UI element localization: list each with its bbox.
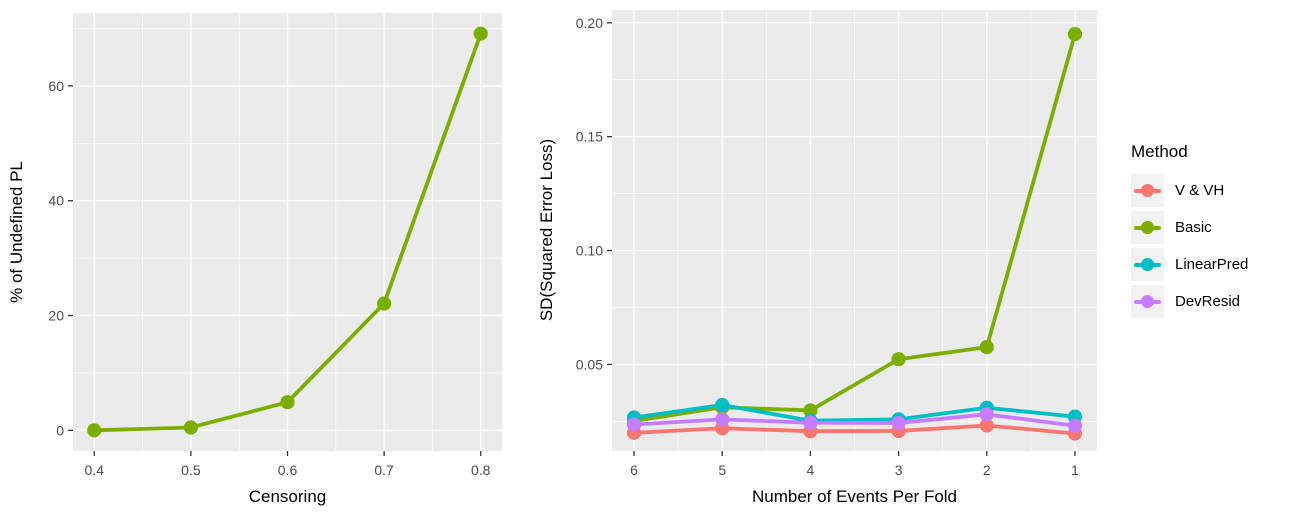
y-tick-label: 0.05 (576, 356, 603, 372)
y-tick-label: 0.20 (576, 15, 603, 31)
series-line-v-vh (633, 423, 1076, 436)
legend-item-linearpred: LinearPred (1131, 248, 1248, 281)
x-tick-label: 0.5 (181, 462, 201, 478)
legend-key-swatch-linearpred (1131, 248, 1164, 281)
legend-key-swatch-v-vh (1131, 174, 1164, 207)
data-point-devresid (891, 415, 906, 431)
x-tick-label: 0.7 (374, 462, 394, 478)
x-tick-label: 0.6 (278, 462, 298, 478)
data-point-basic (183, 420, 198, 435)
x-tick-label: 0.4 (85, 462, 105, 478)
legend-point-icon (1141, 295, 1154, 308)
x-axis-title-censoring: Censoring (248, 487, 327, 506)
data-point-devresid (626, 417, 642, 432)
data-point-linearpred (715, 397, 730, 413)
data-point-basic (1067, 27, 1083, 42)
legend: Method V & VH Basic LinearPred (1131, 142, 1248, 322)
legend-point-icon (1141, 184, 1154, 197)
series-line-linearpred (633, 403, 1076, 423)
data-point-devresid (803, 415, 818, 430)
legend-key-swatch-basic (1131, 211, 1164, 244)
x-axis-title-events-per-fold: Number of Events Per Fold (751, 487, 958, 506)
y-axis-title-sd-squared-error-loss: SD(Squared Error Loss) (537, 138, 556, 322)
x-tick-label: 5 (718, 462, 726, 478)
data-point-devresid (715, 412, 730, 427)
legend-item-basic: Basic (1131, 211, 1248, 244)
series-line-devresid (633, 412, 1076, 428)
legend-title: Method (1131, 142, 1188, 161)
data-point-basic (979, 340, 994, 355)
x-tick-label: 2 (983, 462, 991, 478)
x-tick-label: 3 (895, 462, 903, 478)
data-point-basic (87, 423, 102, 438)
data-point-basic (473, 26, 488, 41)
y-tick-label: 60 (48, 78, 64, 94)
legend-point-icon (1141, 258, 1154, 271)
y-axis-title-undefined-pl: % of Undefined PL (7, 161, 26, 303)
legend-item-label: Basic (1175, 219, 1212, 236)
x-tick-label: 1 (1071, 462, 1079, 478)
y-tick-label: 0.10 (576, 243, 603, 259)
y-tick-label: 40 (48, 193, 64, 209)
y-tick-label: 20 (48, 308, 64, 324)
data-point-basic (891, 352, 906, 367)
x-tick-label: 6 (630, 462, 638, 478)
legend-item-v-vh: V & VH (1131, 174, 1248, 207)
data-point-basic (280, 395, 295, 410)
y-tick-label: 0.15 (576, 129, 603, 145)
legend-key-swatch-devresid (1131, 285, 1164, 318)
x-tick-label: 4 (807, 462, 815, 478)
y-tick-label: 0 (56, 422, 64, 438)
legend-item-label: LinearPred (1175, 256, 1249, 273)
series-line-basic (633, 33, 1077, 423)
x-tick-label: 0.8 (471, 462, 491, 478)
legend-item-label: DevResid (1175, 293, 1241, 310)
legend-point-icon (1141, 221, 1154, 234)
data-point-devresid (979, 407, 994, 422)
data-point-basic (803, 403, 818, 418)
data-point-basic (377, 296, 392, 311)
legend-item-devresid: DevResid (1131, 285, 1248, 318)
legend-item-label: V & VH (1175, 182, 1225, 199)
data-point-v-vh (979, 418, 994, 433)
data-point-devresid (1067, 418, 1083, 433)
